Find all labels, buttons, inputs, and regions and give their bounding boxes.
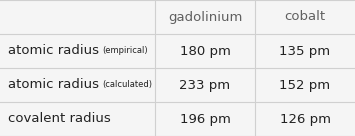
- Text: (calculated): (calculated): [102, 80, 152, 89]
- Text: covalent radius: covalent radius: [8, 112, 111, 126]
- Text: 135 pm: 135 pm: [279, 44, 331, 58]
- Text: atomic radius: atomic radius: [8, 78, 99, 92]
- Text: 196 pm: 196 pm: [180, 112, 230, 126]
- Text: 126 pm: 126 pm: [279, 112, 331, 126]
- Text: 180 pm: 180 pm: [180, 44, 230, 58]
- Text: 233 pm: 233 pm: [179, 78, 230, 92]
- Text: gadolinium: gadolinium: [168, 10, 242, 24]
- Text: 152 pm: 152 pm: [279, 78, 331, 92]
- Text: atomic radius: atomic radius: [8, 44, 99, 58]
- Text: (empirical): (empirical): [102, 46, 148, 55]
- Text: cobalt: cobalt: [284, 10, 326, 24]
